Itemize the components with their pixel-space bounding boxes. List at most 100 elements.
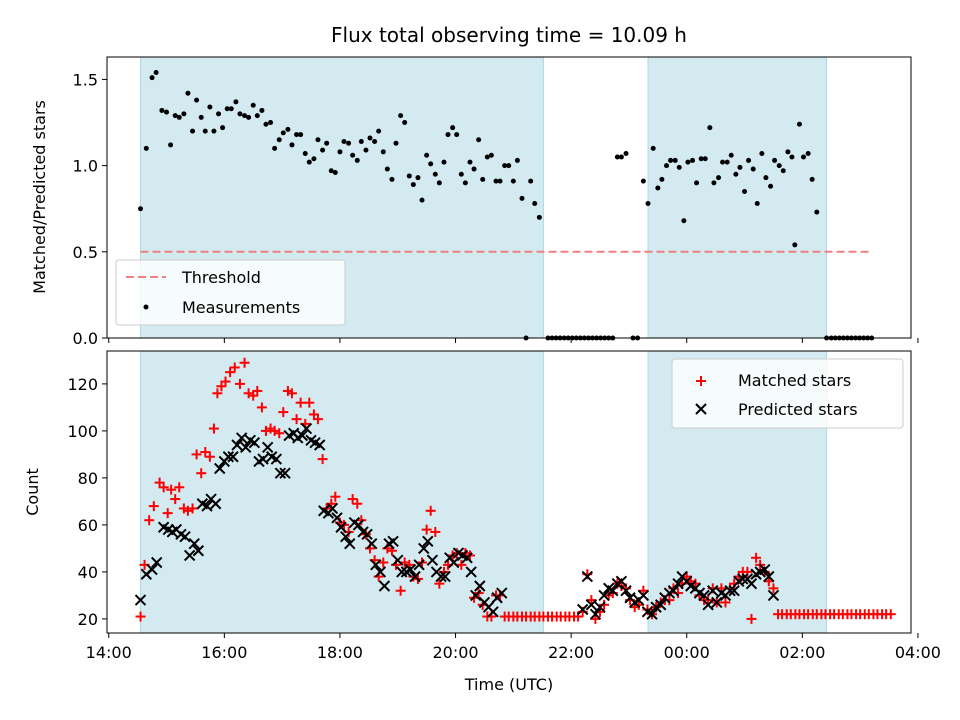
bottom-panel: 20 40 60 80 100 120 14:00 16:00 18:00 20:00 22:00… [23,350,941,694]
measurement-point [224,106,230,112]
measurement-point [263,121,269,127]
measurement-point [302,151,308,157]
matched-point [751,552,762,563]
predicted-point [366,537,378,550]
predicted-point [300,422,313,435]
measurement-point [746,157,752,163]
measurement-point [792,242,798,248]
matched-point [434,578,445,589]
measurement-point [502,163,508,169]
matched-point [425,505,436,516]
measurement-point [514,157,520,163]
predicted-point [422,535,434,548]
measurement-point [415,175,421,181]
measurement-point [432,171,438,177]
predicted-point [672,577,684,590]
predicted-point [728,584,740,597]
predicted-point [179,530,191,543]
measurement-point [190,128,196,134]
measurement-point [659,176,665,182]
measurement-point [445,132,451,138]
measurement-point [176,114,182,120]
measurement-point [138,206,144,212]
measurement-point [354,157,360,163]
predicted-point [279,467,291,479]
predicted-point [146,563,158,576]
bottom-x-ticks: 14:00 16:00 18:00 20:00 22:00 00:00 02:00 04:00 [86,633,941,662]
measurement-point [410,182,416,188]
bottom-legend: Matched stars Predicted stars [671,358,904,429]
measurement-point [742,188,748,194]
bottom-xtick-label-5: 00:00 [664,643,710,662]
measurement-point [645,201,651,207]
predicted-point [352,519,365,531]
predicted-point [655,599,667,611]
matched-point [256,402,267,413]
measurement-point [618,154,624,160]
matched-point [421,524,432,535]
predicted-point [707,584,719,597]
measurement-point [737,164,743,170]
measurement-point [480,176,486,182]
measurement-point [450,125,456,131]
measurement-point [168,142,174,148]
measurement-point [172,113,178,119]
measurement-point [497,178,503,184]
predicted-point [344,537,356,550]
matched-point [158,482,169,493]
predicted-point [435,570,447,583]
measurement-point [254,113,260,119]
predicted-point [151,556,163,569]
measurement-point [424,152,430,158]
legend-predicted-label: Predicted stars [738,400,858,419]
measurement-point [358,138,364,144]
measurement-point [676,164,682,170]
predicted-point [439,570,451,583]
matched-point [204,451,215,462]
measurement-point [285,126,291,132]
predicted-point [235,432,248,444]
measurement-point [250,102,256,108]
predicted-point [598,589,610,602]
measurement-point [211,128,217,134]
matched-point [187,503,198,514]
bottom-xtick-label-7: 04:00 [895,643,941,662]
measurement-point [280,130,286,136]
legend-measurements-label: Measurements [182,298,300,317]
matched-point [295,397,306,408]
predicted-point [667,584,680,597]
measurement-point [796,121,802,127]
top-y-ticks: 0.0 0.5 1.0 1.5 [73,70,107,348]
measurement-point [372,138,378,144]
predicted-point [576,603,589,616]
measurement-point [393,140,399,146]
measurement-point [320,147,326,153]
measurement-point [207,104,213,110]
measurement-point [640,178,646,184]
legend-matched-marker [696,376,706,386]
predicted-point [581,570,594,583]
predicted-point [378,580,391,592]
measurement-point [389,176,395,182]
predicted-point [231,439,243,451]
measurement-point [780,168,786,174]
matched-point [304,397,315,408]
measurement-point [716,175,722,181]
predicted-point [474,580,486,592]
predicted-point [227,451,239,463]
predicted-point [248,436,261,449]
predicted-point [261,441,274,454]
measurement-point [164,109,170,115]
predicted-point [763,570,775,583]
predicted-point [274,467,287,479]
predicted-point [374,566,387,578]
bottom-y-ticks: 20 40 60 80 100 120 [67,375,107,629]
bottom-xtick-label-2: 18:00 [317,643,363,662]
top-legend: Threshold Measurements [115,259,346,326]
predicted-point [413,559,425,571]
matched-point [225,367,236,378]
bottom-axes-frame [106,350,912,634]
matched-point [286,388,297,399]
matched-point [885,609,896,620]
predicted-point [326,502,339,515]
